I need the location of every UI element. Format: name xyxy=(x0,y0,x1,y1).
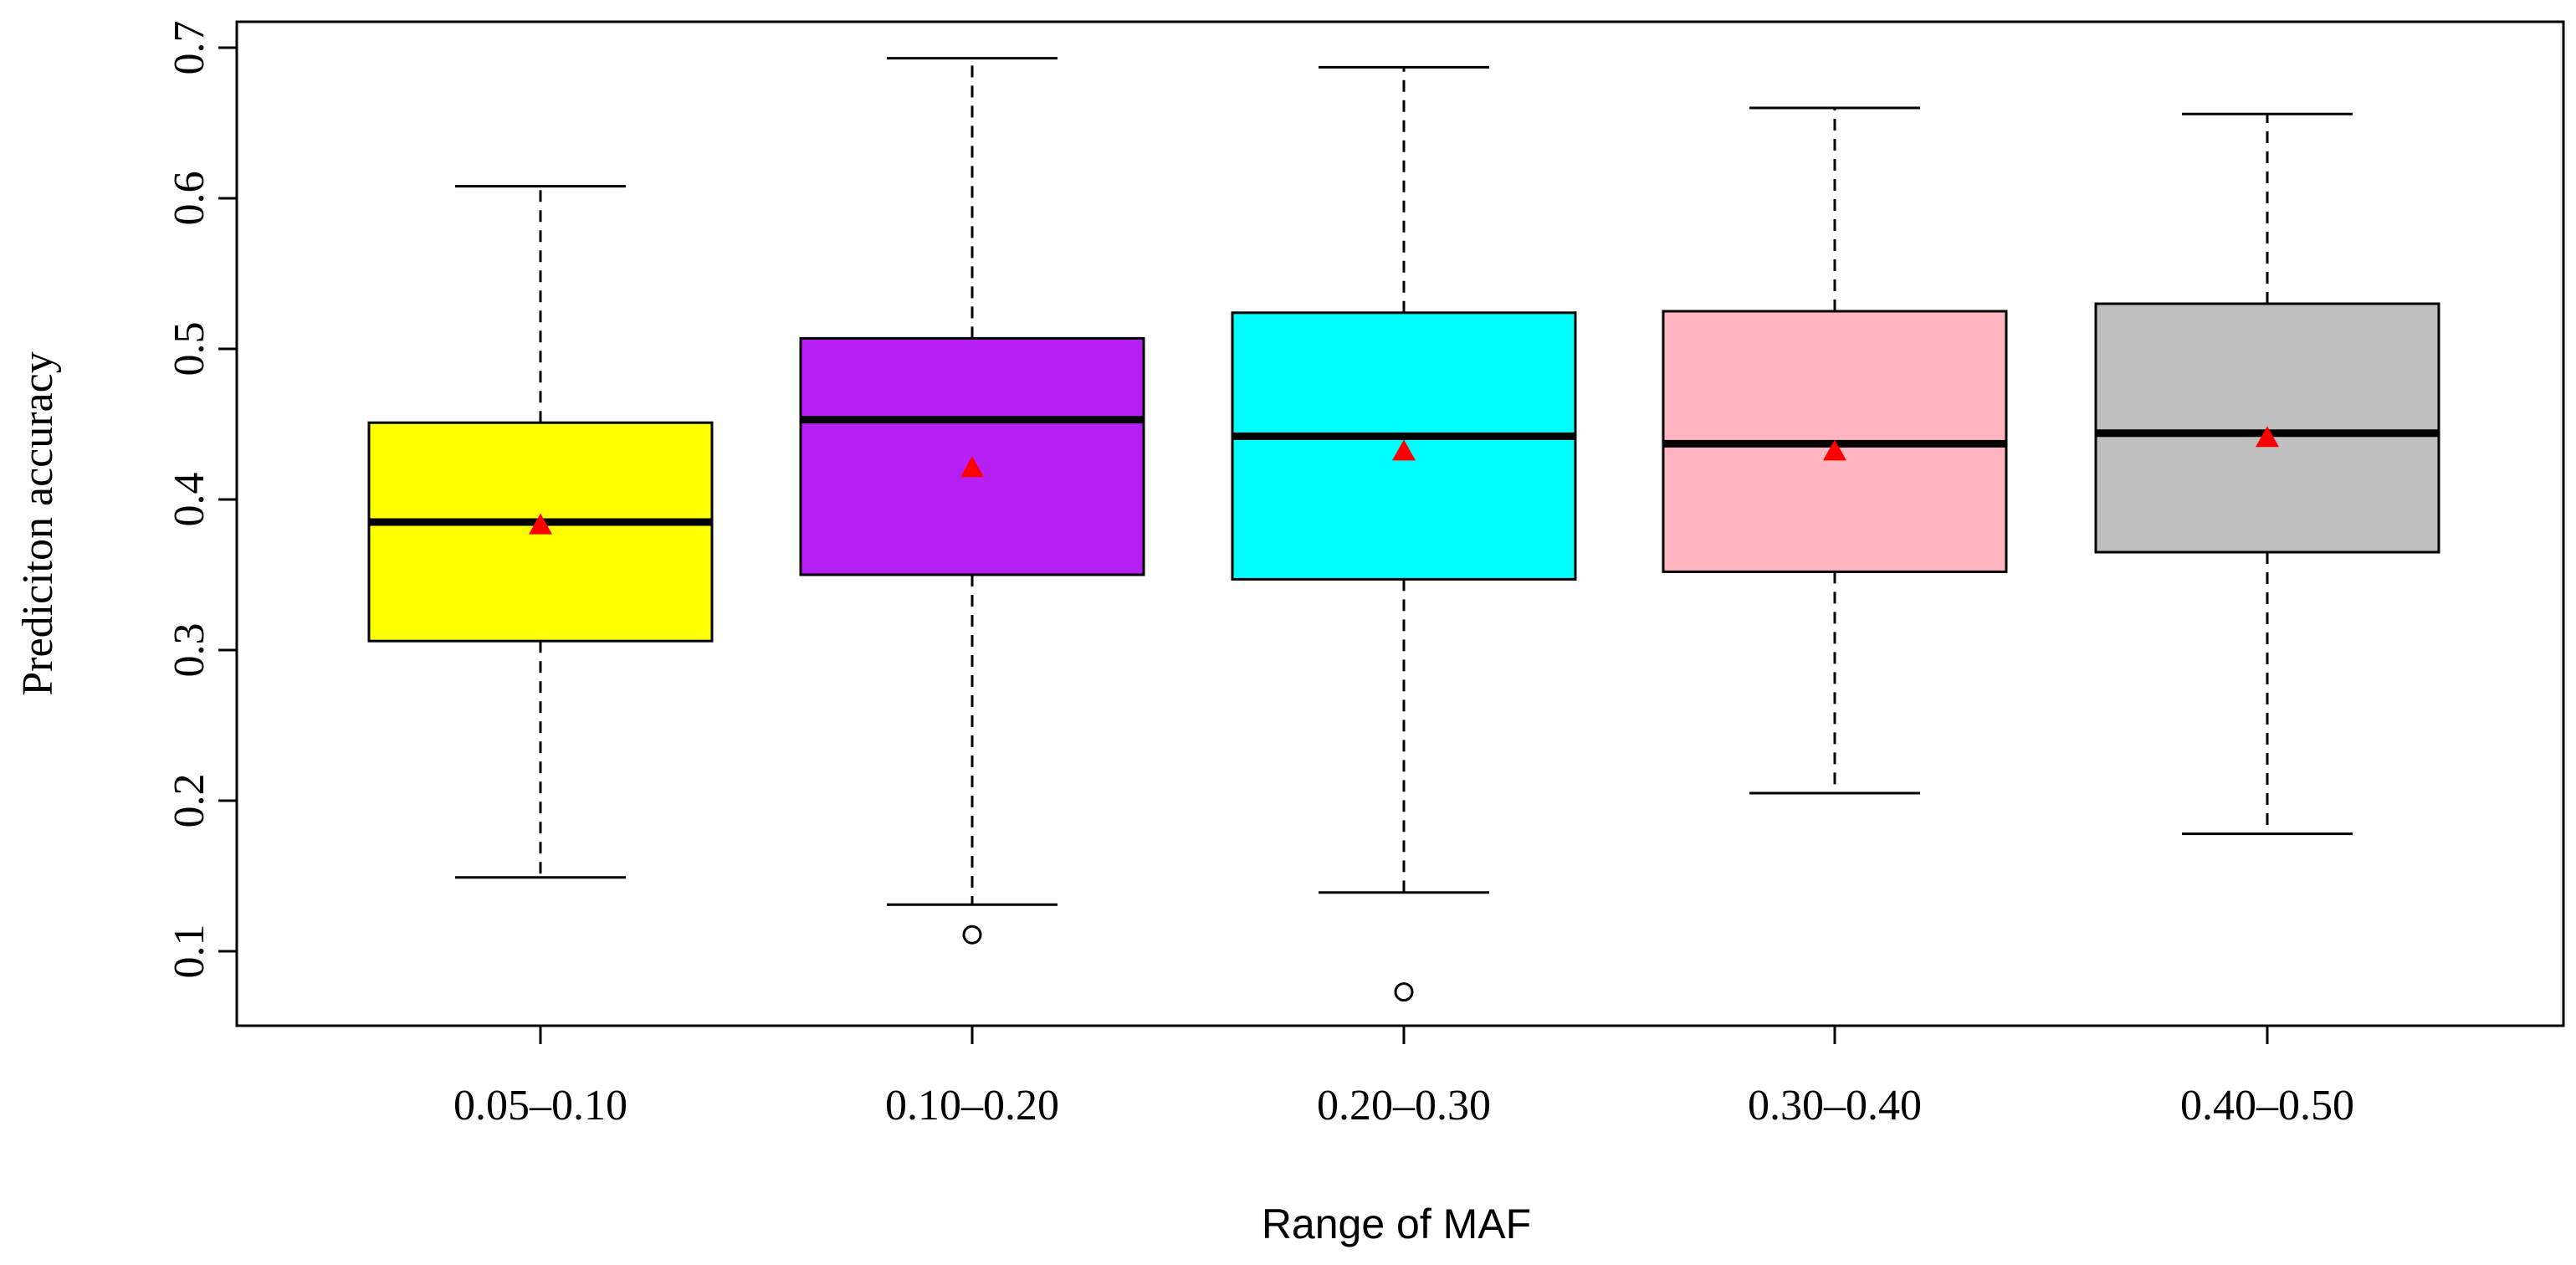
plot-frame xyxy=(235,20,2565,1027)
y-axis: 0.1 0.2 0.3 0.4 0.5 0.6 0.7 xyxy=(166,21,237,979)
outlier-point xyxy=(962,924,982,945)
boxes xyxy=(367,57,2440,1002)
x-tick-label: 0.40–0.50 xyxy=(2180,1082,2354,1129)
box-group xyxy=(367,185,714,879)
y-tick-label: 0.6 xyxy=(166,172,213,226)
box-group xyxy=(1231,65,1577,1002)
x-tick-label: 0.10–0.20 xyxy=(885,1082,1059,1129)
mean-marker xyxy=(529,513,552,535)
y-tick-label: 0.7 xyxy=(166,21,213,75)
y-tick-label: 0.5 xyxy=(166,322,213,376)
y-tick-label: 0.2 xyxy=(166,774,213,828)
mean-marker xyxy=(2256,426,2279,448)
mean-marker xyxy=(1823,439,1846,461)
x-tick-label: 0.20–0.30 xyxy=(1317,1082,1491,1129)
x-tick-label: 0.05–0.10 xyxy=(453,1082,627,1129)
outlier-point xyxy=(1394,982,1414,1002)
box-group xyxy=(1662,106,2008,795)
x-tick-label: 0.30–0.40 xyxy=(1748,1082,1922,1129)
box-group xyxy=(2094,112,2440,836)
y-axis-title: Prediciton accuracy xyxy=(14,351,62,695)
y-tick-label: 0.1 xyxy=(166,924,213,979)
y-tick-label: 0.3 xyxy=(166,623,213,678)
y-tick-label: 0.4 xyxy=(166,473,213,527)
mean-marker xyxy=(960,456,984,478)
box-group xyxy=(799,57,1145,945)
mean-marker xyxy=(1392,439,1416,461)
x-axis: 0.05–0.10 0.10–0.20 0.20–0.30 0.30–0.40 0.40… xyxy=(453,1026,2354,1129)
x-axis-title: Range of MAF xyxy=(1262,1201,1531,1247)
